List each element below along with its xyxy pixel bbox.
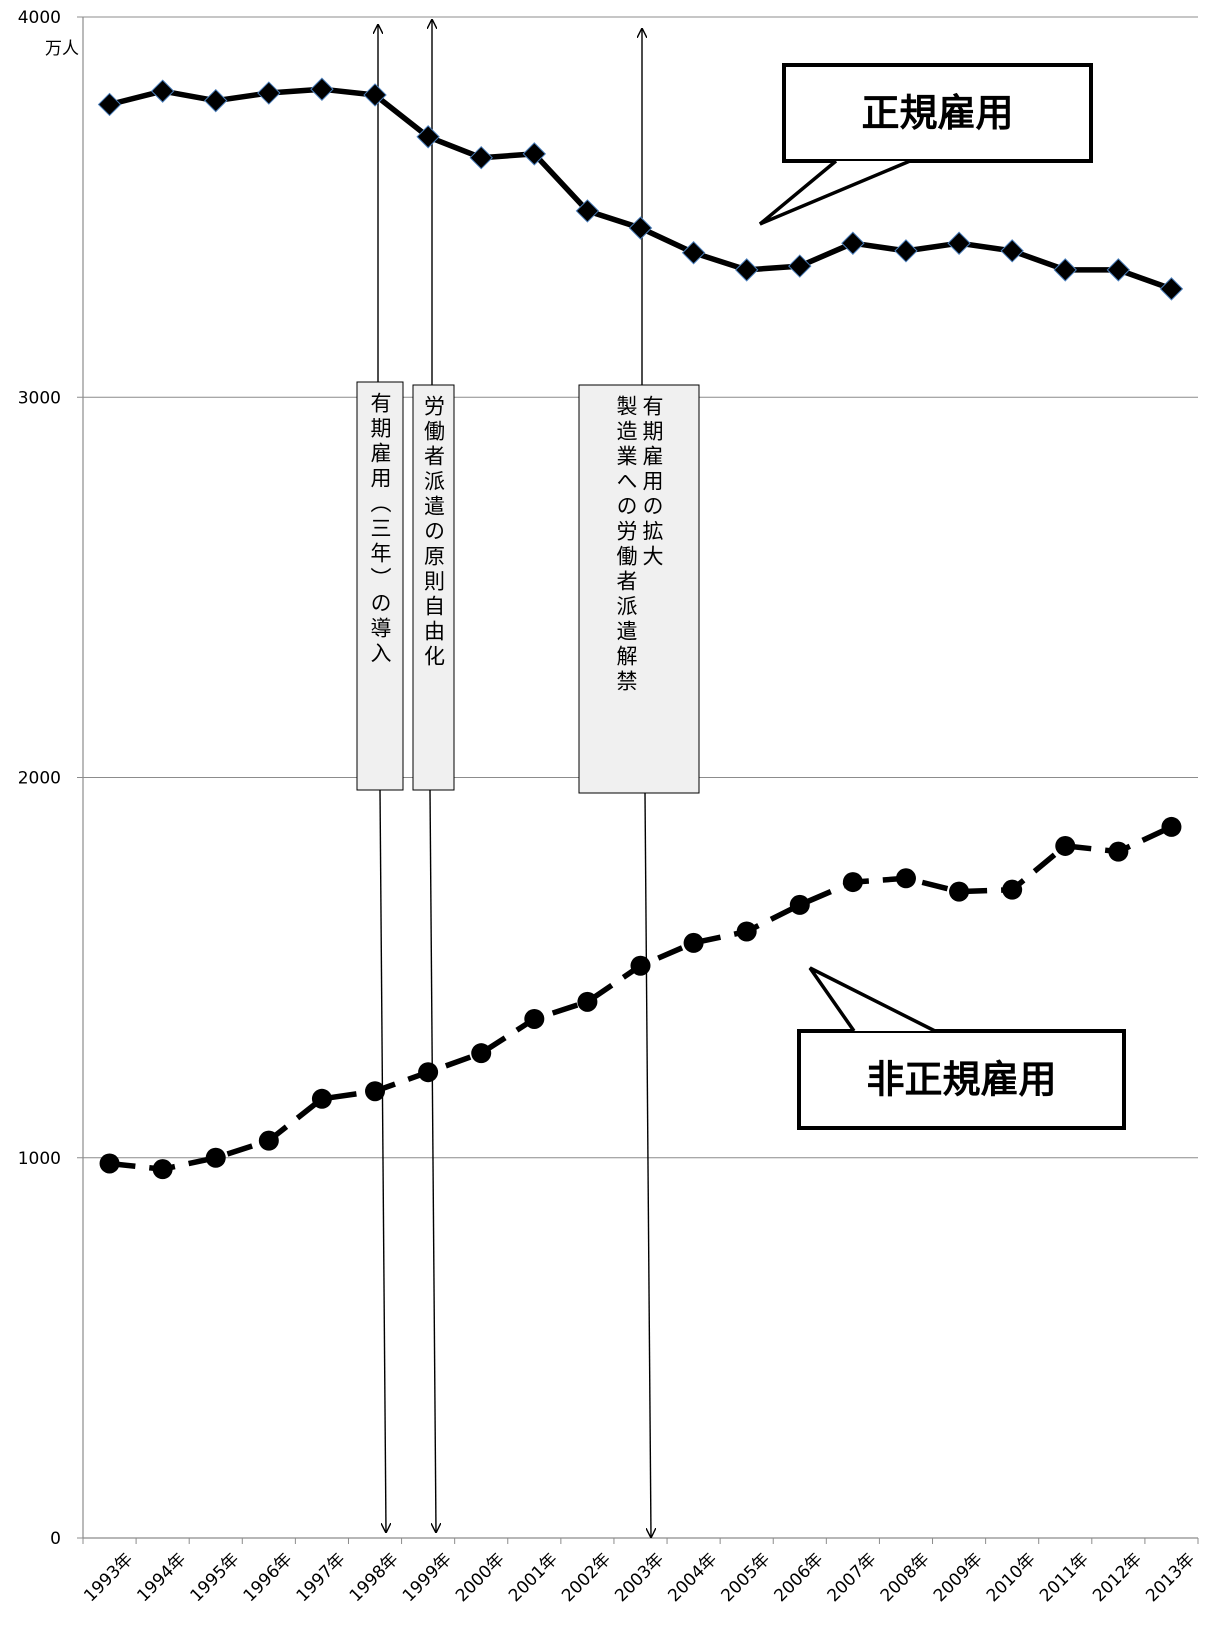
x-tick-label: 2012年	[1089, 1549, 1146, 1606]
series-1	[97, 77, 1184, 301]
y-tick-label: 3000	[18, 388, 61, 408]
callout-label: 非正規雇用	[866, 1058, 1056, 1102]
data-point	[1055, 835, 1076, 856]
data-point	[418, 1062, 439, 1083]
data-point	[1000, 239, 1024, 263]
data-point	[311, 1088, 332, 1109]
data-point	[1106, 258, 1131, 282]
x-tick-label: 2002年	[558, 1549, 615, 1606]
x-tick-label: 2005年	[717, 1549, 774, 1606]
data-point	[471, 1043, 492, 1064]
data-point	[628, 216, 653, 240]
x-tick-label: 2013年	[1142, 1549, 1199, 1606]
annotation-box	[412, 384, 455, 791]
data-point	[788, 254, 812, 278]
x-tick-label: 1994年	[133, 1549, 190, 1606]
annotation-text: 製造業への労働者派遣解禁	[614, 395, 638, 695]
callout-tail	[808, 966, 936, 1033]
x-tick-label: 2007年	[824, 1549, 881, 1606]
annotation-arrow-down	[429, 789, 436, 1532]
data-point	[947, 231, 971, 255]
data-point	[97, 92, 122, 117]
annotation-text: 有期雇用（三年）の導入	[368, 392, 392, 667]
series-layer	[97, 77, 1184, 1180]
data-point	[205, 1147, 226, 1168]
annotations: 有期雇用（三年）の導入 労働者派遣の原則自由化 有期雇用の拡大製造業への労働者派遣解…	[356, 20, 700, 1537]
data-point	[577, 991, 598, 1012]
data-point	[1053, 258, 1077, 282]
data-point	[150, 79, 175, 103]
x-tick-label: 1998年	[346, 1549, 403, 1606]
data-point	[841, 231, 865, 255]
callout-box	[782, 63, 1093, 163]
annotation-1: 有期雇用（三年）の導入	[356, 25, 404, 1532]
data-point	[522, 142, 547, 166]
callout-2: 非正規雇用	[797, 966, 1126, 1130]
data-point	[683, 932, 704, 953]
annotation-arrow-down	[644, 792, 651, 1537]
annotation-text: 有期雇用の拡大	[640, 395, 664, 570]
data-point	[949, 881, 970, 902]
data-point	[204, 88, 228, 113]
x-tick-label: 1993年	[80, 1549, 137, 1606]
x-tick-label: 2011年	[1036, 1549, 1093, 1606]
axes: 01000200030004000万人1993年1994年1995年1996年1…	[18, 8, 1199, 1606]
data-point	[363, 83, 387, 107]
data-point	[894, 239, 918, 263]
annotation-box	[578, 384, 700, 794]
x-tick-label: 2003年	[611, 1549, 668, 1606]
data-point	[1002, 879, 1023, 900]
data-point	[734, 258, 759, 282]
data-point	[736, 921, 757, 942]
x-tick-label: 2010年	[983, 1549, 1040, 1606]
series-2	[99, 816, 1182, 1180]
data-point	[416, 125, 440, 149]
callout-1: 正規雇用	[758, 63, 1093, 226]
callout-label: 正規雇用	[861, 91, 1013, 135]
annotation-text: 労働者派遣の原則自由化	[422, 395, 446, 670]
x-tick-label: 2008年	[877, 1549, 934, 1606]
data-point	[789, 894, 810, 915]
data-point	[1108, 841, 1129, 862]
x-tick-label: 2009年	[930, 1549, 987, 1606]
y-tick-label: 4000	[18, 8, 61, 28]
callout-box	[797, 1029, 1126, 1130]
callout-tail	[758, 159, 911, 226]
data-point	[365, 1081, 386, 1102]
data-point	[152, 1159, 173, 1180]
annotation-arrow-down	[379, 789, 386, 1532]
x-tick-label: 1999年	[399, 1549, 456, 1606]
x-tick-label: 2006年	[771, 1549, 828, 1606]
data-point	[575, 199, 600, 223]
data-point	[257, 81, 281, 105]
y-tick-label: 1000	[18, 1149, 61, 1169]
y-tick-label: 0	[50, 1529, 61, 1549]
data-point	[1161, 816, 1182, 837]
x-tick-label: 2001年	[505, 1549, 562, 1606]
y-unit-label: 万人	[45, 39, 79, 59]
data-point	[469, 145, 493, 170]
data-point	[630, 955, 651, 976]
x-tick-label: 1997年	[293, 1549, 350, 1606]
annotation-box	[356, 381, 404, 791]
data-point	[1159, 277, 1184, 301]
x-tick-label: 2004年	[664, 1549, 721, 1606]
data-point	[258, 1130, 279, 1151]
data-point	[310, 77, 334, 101]
x-tick-label: 1995年	[187, 1549, 244, 1606]
y-tick-label: 2000	[18, 769, 61, 789]
data-point	[99, 1153, 120, 1174]
annotation-2: 労働者派遣の原則自由化	[412, 20, 455, 1532]
data-point	[895, 868, 916, 889]
data-point	[681, 241, 706, 265]
data-point	[524, 1008, 545, 1029]
x-tick-label: 1996年	[240, 1549, 297, 1606]
x-tick-label: 2000年	[452, 1549, 509, 1606]
data-point	[842, 872, 863, 893]
